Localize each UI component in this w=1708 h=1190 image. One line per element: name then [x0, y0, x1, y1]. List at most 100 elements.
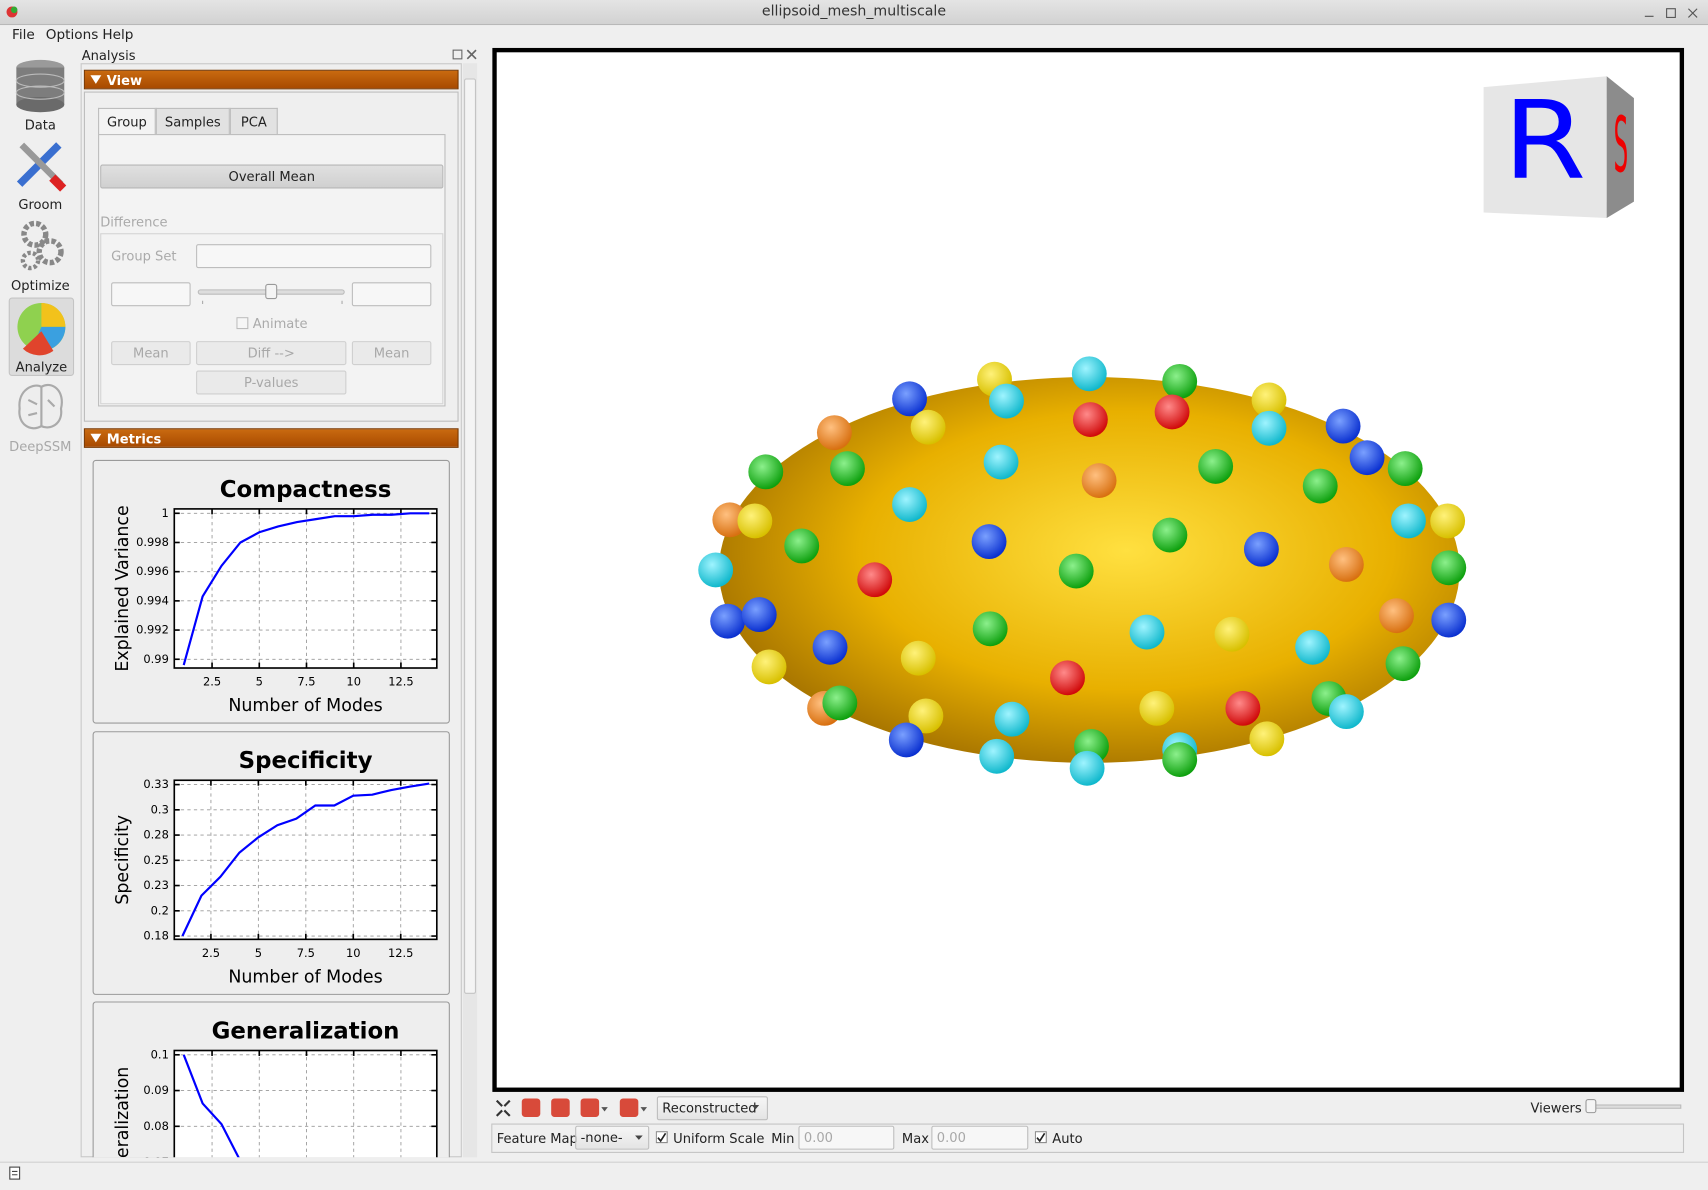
sidebar-groom[interactable]: Groom	[9, 136, 72, 212]
particle	[1302, 468, 1338, 504]
max-spinbox[interactable]: 0.00	[931, 1125, 1029, 1150]
particle	[972, 611, 1008, 647]
group-right-combo[interactable]	[351, 282, 432, 307]
dock-controls[interactable]	[452, 49, 478, 61]
particle	[1139, 690, 1175, 726]
y-tick-label: 0.23	[143, 878, 168, 892]
sidebar-label: Analyze	[15, 359, 68, 375]
groom-icon	[16, 142, 67, 192]
display-mode-combo[interactable]: Reconstructed	[656, 1096, 768, 1121]
cube-side	[1606, 76, 1634, 218]
viewers-label: Viewers	[1530, 1100, 1582, 1116]
diff-button[interactable]: Diff -->	[196, 341, 347, 366]
menu-help[interactable]: Help	[102, 26, 134, 43]
plot-content	[182, 512, 430, 666]
particle	[1069, 750, 1105, 786]
view-frame	[83, 91, 459, 422]
viewers-slider[interactable]	[1585, 1098, 1685, 1115]
dock-title: Analysis	[81, 47, 136, 64]
particles	[698, 356, 1467, 786]
x-tick-label: 7.5	[297, 946, 315, 960]
animate-label: Animate	[252, 316, 308, 332]
y-tick-label: 0.2	[151, 903, 169, 917]
mean-right-button[interactable]: Mean	[351, 341, 432, 366]
tab-samples[interactable]: Samples	[155, 107, 230, 135]
particle	[994, 701, 1030, 737]
particle	[1050, 660, 1085, 696]
particle	[1295, 629, 1331, 665]
difference-group	[100, 233, 444, 405]
sidebar-analyze[interactable]: Analyze	[8, 297, 75, 376]
min-label: Min	[771, 1131, 795, 1147]
log-icon[interactable]	[9, 1166, 22, 1180]
y-tick-label: 0.08	[143, 1119, 168, 1133]
viewer-toolbar-icons[interactable]	[492, 1096, 775, 1120]
particle	[816, 415, 852, 451]
x-tick-label: 10	[346, 675, 361, 689]
sidebar-deepssm[interactable]: DeepSSM	[9, 378, 72, 454]
feature-map-combo[interactable]: -none-	[575, 1125, 650, 1150]
deepssm-icon	[18, 383, 63, 430]
window-controls[interactable]	[1639, 5, 1704, 20]
app-icon	[6, 6, 18, 18]
data-line	[182, 1054, 240, 1158]
view-header[interactable]: View	[83, 69, 459, 90]
auto-checkbox[interactable]	[1034, 1131, 1048, 1144]
min-spinbox[interactable]: 0.00	[798, 1125, 895, 1150]
optimize-icon	[20, 220, 64, 271]
x-tick-label: 12.5	[388, 675, 413, 689]
particle	[751, 649, 787, 685]
difference-slider[interactable]	[196, 281, 349, 305]
particle	[698, 552, 734, 588]
sidebar-label: Optimize	[10, 277, 70, 294]
y-tick-label: 0.992	[136, 623, 169, 637]
particle	[857, 562, 893, 598]
scrollbar-thumb[interactable]	[464, 78, 477, 994]
particle	[1214, 616, 1250, 652]
y-axis-label: Explained Variance	[113, 505, 133, 671]
particle	[712, 502, 748, 538]
y-tick-label: 0.18	[143, 929, 168, 943]
y-tick-label: 0.99	[143, 652, 168, 666]
particle	[1162, 742, 1198, 777]
particle	[737, 503, 773, 539]
particle	[979, 738, 1015, 774]
overall-mean-button[interactable]: Overall Mean	[100, 164, 444, 189]
window-title: ellipsoid_mesh_multiscale	[761, 3, 947, 20]
collapse-arrow	[90, 433, 102, 443]
sidebar-optimize[interactable]: Optimize	[9, 217, 72, 293]
y-tick-label: 0.07	[143, 1155, 168, 1158]
data-line	[182, 512, 430, 666]
group-left-combo[interactable]	[111, 282, 191, 307]
chart: Generalization Generalization 0.07 0.08 0.09…	[113, 1018, 438, 1158]
tab-pca[interactable]: PCA	[229, 107, 278, 135]
p-values-button[interactable]: P-values	[196, 370, 347, 395]
particle	[1198, 448, 1234, 484]
y-axis-label: Specificity	[113, 815, 133, 905]
animate-checkbox[interactable]	[236, 317, 249, 330]
metrics-header[interactable]: Metrics	[83, 428, 459, 448]
x-axis-label: Number of Modes	[228, 967, 382, 987]
menu-options[interactable]: Options	[45, 26, 99, 43]
particle	[1431, 550, 1467, 586]
uniform-scale-checkbox[interactable]	[655, 1131, 669, 1144]
particle	[1129, 614, 1165, 650]
status-bar	[0, 1161, 1708, 1190]
particle	[812, 629, 848, 665]
x-tick-label: 7.5	[297, 675, 315, 689]
particle	[1328, 547, 1364, 582]
cube-front	[1483, 76, 1607, 218]
particle	[1430, 503, 1466, 539]
menu-file[interactable]: File	[11, 26, 35, 43]
mean-left-button[interactable]: Mean	[111, 341, 191, 366]
particle	[971, 524, 1007, 560]
particle	[1249, 721, 1285, 757]
tab-group[interactable]: Group	[98, 107, 156, 136]
sidebar-data[interactable]: Data	[9, 57, 72, 133]
particle	[888, 722, 924, 758]
sidebar-label: Data	[24, 117, 56, 133]
particle	[1071, 356, 1107, 392]
group-set-combo[interactable]	[196, 244, 432, 269]
chart: Compactness Explained Variance Number of M…	[113, 477, 438, 716]
